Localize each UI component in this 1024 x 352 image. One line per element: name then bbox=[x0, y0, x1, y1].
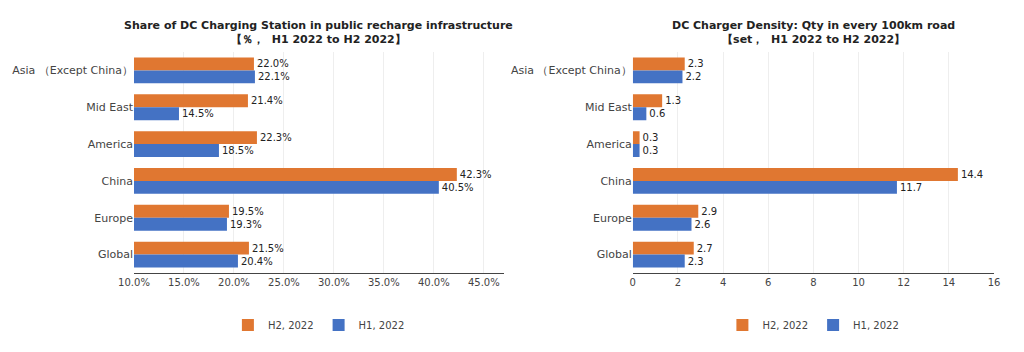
svg-text:2: 2 bbox=[675, 277, 681, 288]
svg-text:20.0%: 20.0% bbox=[218, 277, 250, 288]
svg-text:Global: Global bbox=[597, 248, 632, 261]
svg-text:2.3: 2.3 bbox=[688, 256, 704, 267]
svg-text:21.5%: 21.5% bbox=[252, 243, 284, 254]
svg-text:30.0%: 30.0% bbox=[318, 277, 350, 288]
svg-text:H2, 2022: H2, 2022 bbox=[268, 320, 314, 331]
svg-text:22.3%: 22.3% bbox=[260, 132, 292, 143]
svg-text:8: 8 bbox=[810, 277, 816, 288]
svg-text:Share of DC Charging Station i: Share of DC Charging Station in public r… bbox=[124, 19, 513, 46]
svg-text:0.3: 0.3 bbox=[643, 132, 659, 143]
svg-text:12: 12 bbox=[897, 277, 910, 288]
svg-text:45.0%: 45.0% bbox=[468, 277, 500, 288]
svg-text:1.3: 1.3 bbox=[665, 95, 681, 106]
svg-text:Mid East: Mid East bbox=[86, 101, 133, 114]
svg-text:Asia （Except China）: Asia （Except China） bbox=[511, 64, 632, 77]
svg-text:2.6: 2.6 bbox=[695, 219, 711, 230]
svg-text:6: 6 bbox=[765, 277, 771, 288]
svg-text:14.4: 14.4 bbox=[961, 169, 983, 180]
svg-text:China: China bbox=[600, 175, 631, 188]
svg-text:Mid East: Mid East bbox=[585, 101, 632, 114]
svg-text:40.5%: 40.5% bbox=[442, 182, 474, 193]
svg-text:11.7: 11.7 bbox=[900, 182, 922, 193]
svg-text:2.9: 2.9 bbox=[701, 206, 717, 217]
svg-text:20.4%: 20.4% bbox=[241, 256, 273, 267]
svg-text:42.3%: 42.3% bbox=[460, 169, 492, 180]
svg-text:25.0%: 25.0% bbox=[268, 277, 300, 288]
svg-text:0.3: 0.3 bbox=[643, 145, 659, 156]
svg-text:Europe: Europe bbox=[94, 212, 133, 225]
svg-text:14: 14 bbox=[942, 277, 955, 288]
svg-text:Global: Global bbox=[98, 248, 133, 261]
svg-text:2.2: 2.2 bbox=[685, 71, 701, 82]
svg-text:Europe: Europe bbox=[593, 212, 632, 225]
svg-text:22.1%: 22.1% bbox=[258, 71, 290, 82]
svg-text:18.5%: 18.5% bbox=[222, 145, 254, 156]
svg-text:15.0%: 15.0% bbox=[168, 277, 200, 288]
svg-text:22.0%: 22.0% bbox=[257, 58, 289, 69]
svg-text:America: America bbox=[88, 138, 133, 151]
svg-text:DC Charger Density: Qty in eve: DC Charger Density: Qty in every 100km r… bbox=[672, 19, 955, 46]
svg-text:0.6: 0.6 bbox=[649, 108, 665, 119]
svg-text:19.5%: 19.5% bbox=[232, 206, 264, 217]
svg-text:H2, 2022: H2, 2022 bbox=[762, 320, 808, 331]
svg-text:Asia （Except China）: Asia （Except China） bbox=[12, 64, 133, 77]
svg-text:4: 4 bbox=[720, 277, 726, 288]
svg-text:China: China bbox=[102, 175, 133, 188]
svg-text:America: America bbox=[586, 138, 631, 151]
svg-text:14.5%: 14.5% bbox=[182, 108, 214, 119]
svg-text:10.0%: 10.0% bbox=[118, 277, 150, 288]
svg-text:2.3: 2.3 bbox=[688, 58, 704, 69]
svg-text:35.0%: 35.0% bbox=[368, 277, 400, 288]
svg-text:H1, 2022: H1, 2022 bbox=[359, 320, 405, 331]
svg-text:40.0%: 40.0% bbox=[418, 277, 450, 288]
svg-text:0: 0 bbox=[630, 277, 636, 288]
svg-text:10: 10 bbox=[852, 277, 865, 288]
svg-text:19.3%: 19.3% bbox=[230, 219, 262, 230]
svg-text:H1, 2022: H1, 2022 bbox=[853, 320, 899, 331]
svg-text:2.7: 2.7 bbox=[697, 243, 713, 254]
svg-text:21.4%: 21.4% bbox=[251, 95, 283, 106]
svg-text:16: 16 bbox=[988, 277, 1001, 288]
